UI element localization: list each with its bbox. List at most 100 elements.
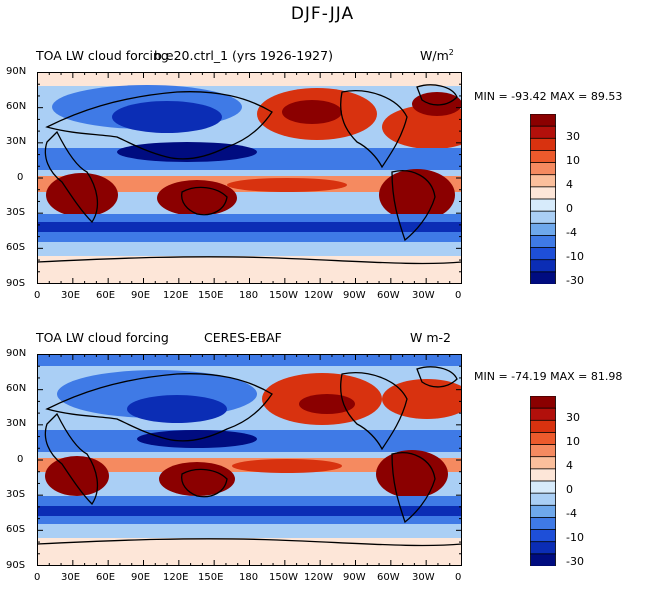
colorbar-swatch [530,553,556,566]
panel1-colorbar-label: -10 [566,250,584,263]
panel2-colorbar-label: 30 [566,411,580,424]
panel1-lon-label: 60W [377,290,400,301]
panel2-lon-label: 150E [198,572,224,583]
panel1-pacific-red [227,178,347,192]
panel1-coast-samerica [391,170,436,242]
panel2-colorbar-label: -10 [566,531,584,544]
panel1-coast-greenland [416,84,458,106]
panel1-asia-deep-blue [112,101,222,133]
panel2-colorbar-label: -30 [566,555,584,568]
colorbar-swatch [530,480,556,494]
panel2-lon-label: 0 [455,572,462,583]
colorbar-swatch [530,456,556,470]
panel1-lon-label: 120W [304,290,333,301]
panel1-colorbar [530,114,556,284]
colorbar-swatch [530,271,556,284]
panel1-units-superscript: 2 [448,48,454,57]
panel1-lon-label: 150E [198,290,224,301]
colorbar-swatch [530,407,556,421]
colorbar-swatch [530,419,556,434]
panel2-coast-namerica [340,372,408,451]
panel1-colorbar-label: 30 [566,130,580,143]
panel1-colorbar-label: 0 [566,202,573,215]
panel1-lon-label: 180 [239,290,259,301]
colorbar-swatch [530,492,556,506]
panel1-lat-label: 60N [6,101,27,112]
panel2-natl-red [382,379,462,419]
panel2-center-title: CERES-EBAF [204,330,282,345]
panel2-lon-label: 180 [239,572,259,583]
colorbar-swatch [530,468,556,482]
colorbar-swatch [530,125,556,139]
panel1-coast-eurasia [45,91,273,160]
colorbar-swatch [530,432,556,446]
colorbar-swatch [530,541,556,555]
colorbar-swatch [530,210,556,224]
panel2-min-max: MIN = -74.19 MAX = 81.98 [474,370,623,383]
panel2-australia-deep-red [159,462,235,496]
panel1-coast-namerica [340,90,408,169]
panel2-colorbar [530,396,556,566]
panel1-coastlines [37,84,462,265]
panel1-lon-label: 30W [412,290,435,301]
panel1-units: W/m2 [420,48,454,63]
panel1-lon-label: 30E [61,290,81,301]
colorbar-swatch [530,186,556,200]
panel1-lon-label: 120E [163,290,189,301]
panel2-colorbar-label: 0 [566,483,573,496]
panel1-npac-deep-red [282,100,342,124]
panel2-lat-label: 90N [6,348,27,359]
panel2-lat-label: 60S [6,524,26,535]
panel2-map [37,354,462,566]
panel2-lat-label: 0 [17,454,24,465]
panel2-coast-greenland [416,366,458,388]
colorbar-swatch [530,114,556,127]
panel1-lat-label: 0 [17,172,24,183]
panel2-units-base: W m-2 [410,330,451,346]
panel2-southern-deep-blue [37,506,462,516]
panel2-left-title: TOA LW cloud forcing [36,330,169,345]
panel2-lon-label: 0 [34,572,41,583]
panel1-asia-navy [117,142,257,162]
colorbar-swatch [530,444,556,458]
panel1-greenland-red [412,92,462,116]
panel2-colorbar-label: -4 [566,507,577,520]
panel1-lon-label: 0 [34,290,41,301]
colorbar-swatch [530,235,556,249]
panel1-field [37,72,462,284]
panel1-lat-label: 90S [6,278,26,289]
map-ticks [37,354,462,566]
panel1-lon-label: 90E [131,290,151,301]
panel2-colorbar-label: 4 [566,459,573,472]
panel1-lon-label: 90W [343,290,366,301]
panel1-lat-label: 30S [6,207,26,218]
panel1-coast-antarctica [37,256,462,265]
panel2-lon-label: 30W [412,572,435,583]
panel2-colorbar-label: 10 [566,435,580,448]
panel1-lat-label: 30N [6,136,27,147]
panel2-lon-label: 90W [343,572,366,583]
panel2-lon-label: 60E [96,572,116,583]
panel2-lat-label: 90S [6,560,26,571]
panel2-coast-australia [181,468,228,498]
panel2-coast-samerica [391,452,436,524]
panel2-lon-label: 30E [61,572,81,583]
panel2-field [37,354,462,566]
panel1-coast-africa [44,130,99,224]
panel2-asia-deep-blue [127,395,227,423]
panel2-coast-eurasia [45,373,273,442]
panel1-left-title: TOA LW cloud forcing [36,48,169,63]
panel1-colorbar-label: -4 [566,226,577,239]
panel2-lat-label: 30S [6,489,26,500]
panel1-southern-deep-blue [37,222,462,232]
colorbar-swatch [530,396,556,409]
panel1-lon-label: 0 [455,290,462,301]
colorbar-swatch [530,150,556,164]
panel1-min-max: MIN = -93.42 MAX = 89.53 [474,90,623,103]
panel1-map [37,72,462,284]
panel2-lat-label: 60N [6,383,27,394]
panel1-samerica-deep-red [379,169,455,221]
panel1-coast-australia [181,186,228,216]
panel1-units-base: W/m [420,48,449,64]
panel2-lon-label: 120W [304,572,333,583]
